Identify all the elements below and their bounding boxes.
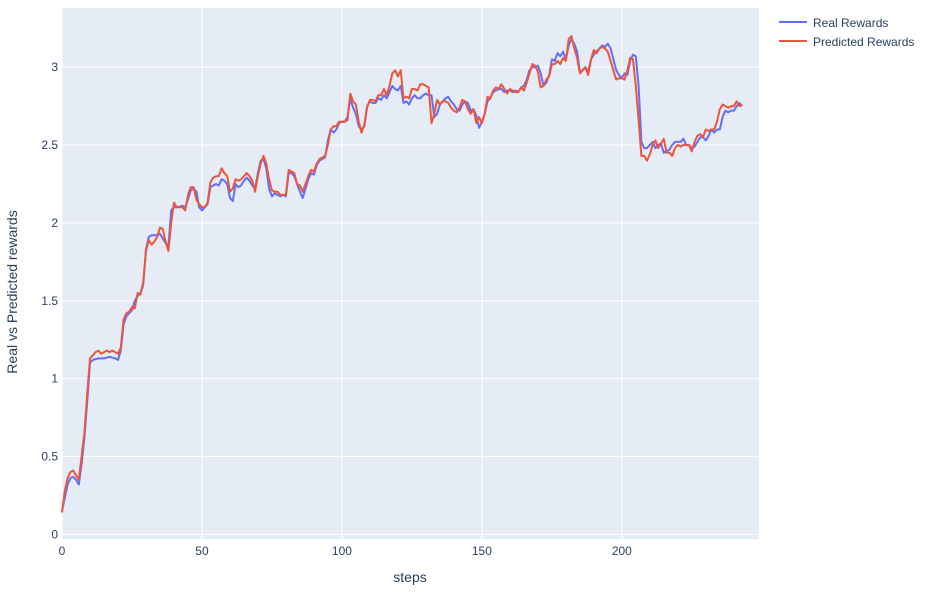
tick-label-layer: 0 0.5 1 1.5 2 2.5 3 0 50 100 150 200 bbox=[41, 60, 632, 558]
x-tick-label: 150 bbox=[472, 544, 492, 558]
y-axis-title: Real vs Predicted rewards bbox=[4, 210, 20, 373]
y-tick-label: 3 bbox=[51, 60, 58, 74]
series-line-predicted-rewards bbox=[61, 35, 743, 513]
grid-layer bbox=[61, 8, 759, 539]
y-tick-label: 1 bbox=[51, 372, 58, 386]
x-tick-label: 50 bbox=[195, 544, 209, 558]
series-layer bbox=[61, 35, 743, 513]
legend-label-predicted: Predicted Rewards bbox=[813, 35, 914, 49]
y-tick-label: 0 bbox=[51, 527, 58, 541]
legend[interactable]: Real Rewards Predicted Rewards bbox=[779, 16, 914, 49]
x-tick-label: 100 bbox=[332, 544, 352, 558]
y-tick-label: 1.5 bbox=[41, 294, 58, 308]
legend-item-predicted[interactable]: Predicted Rewards bbox=[779, 35, 914, 49]
plot-background bbox=[62, 8, 759, 539]
y-tick-label: 2.5 bbox=[41, 138, 58, 152]
x-axis-title: steps bbox=[393, 569, 426, 585]
y-tick-label: 0.5 bbox=[41, 449, 58, 463]
x-tick-label: 200 bbox=[612, 544, 632, 558]
series-line-real-rewards bbox=[61, 38, 743, 512]
x-tick-label: 0 bbox=[59, 544, 66, 558]
legend-item-real[interactable]: Real Rewards bbox=[779, 16, 888, 30]
legend-label-real: Real Rewards bbox=[813, 16, 888, 30]
y-tick-label: 2 bbox=[51, 216, 58, 230]
